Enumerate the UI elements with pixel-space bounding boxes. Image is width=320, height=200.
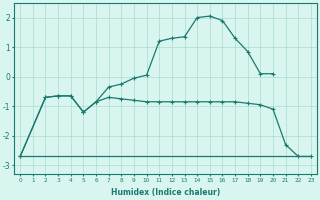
X-axis label: Humidex (Indice chaleur): Humidex (Indice chaleur)	[111, 188, 220, 197]
